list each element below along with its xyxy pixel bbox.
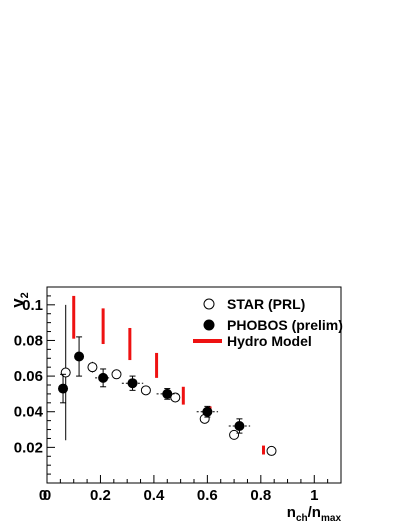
axis-ticks xyxy=(46,295,329,483)
y-tick-label: 0.04 xyxy=(14,404,44,421)
phobos-marker xyxy=(234,420,245,431)
x-tick-label: 0 xyxy=(43,487,51,504)
phobos-point xyxy=(228,418,251,434)
phobos-marker xyxy=(74,351,85,362)
phobos-point xyxy=(95,368,112,388)
y-tick-label: 0.08 xyxy=(14,332,43,349)
y-tick-label: 0.06 xyxy=(14,368,43,385)
x-axis-title-mid: /n xyxy=(308,504,321,521)
x-tick-label: 1 xyxy=(310,487,318,504)
y-axis-title: v2 xyxy=(8,292,31,308)
star-marker xyxy=(170,392,181,403)
x-tick-label: 0.8 xyxy=(250,487,271,504)
y-tick-label: 0.02 xyxy=(14,439,43,456)
legend-entry-star: STAR (PRL) xyxy=(203,296,305,312)
legend-star-label: STAR (PRL) xyxy=(227,296,305,312)
legend-entry-hydro: Hydro Model xyxy=(193,333,312,349)
star-point xyxy=(111,369,122,380)
phobos-marker xyxy=(127,378,138,389)
star-point xyxy=(229,429,240,440)
phobos-marker xyxy=(202,406,213,417)
legend: STAR (PRL) PHOBOS (prelim) Hydro Model xyxy=(193,296,343,349)
legend-phobos-marker xyxy=(203,319,215,331)
x-axis-title-main: n xyxy=(287,504,296,521)
y-tick-label: 0.1 xyxy=(22,297,43,314)
star-marker xyxy=(140,385,151,396)
star-point xyxy=(87,361,98,373)
x-tick-label: 0.6 xyxy=(197,487,218,504)
legend-entry-phobos: PHOBOS (prelim) xyxy=(203,317,343,333)
y-axis-title-main: v xyxy=(8,298,27,308)
legend-star-marker xyxy=(203,298,215,310)
phobos-point xyxy=(121,375,144,391)
x-tick-label: 0.2 xyxy=(90,487,111,504)
axis-tick-labels: 0 0.2 0.4 0.6 0.8 1 0 0.02 0.04 0.06 0.08 0.1 xyxy=(14,297,319,504)
star-marker xyxy=(229,429,240,440)
legend-phobos-label: PHOBOS (prelim) xyxy=(227,317,343,333)
star-marker xyxy=(111,369,122,380)
phobos-point xyxy=(58,373,69,404)
x-tick-label: 0.4 xyxy=(143,487,165,504)
star-point xyxy=(170,392,181,403)
series-layer xyxy=(58,295,277,456)
star-point xyxy=(266,445,277,456)
y-axis-title-sub: 2 xyxy=(19,292,31,298)
star-point xyxy=(140,385,151,396)
phobos-marker xyxy=(98,372,109,383)
x-axis-title-sub2: max xyxy=(321,513,341,524)
phobos-marker xyxy=(162,388,173,399)
x-axis-title-sub1: ch xyxy=(296,513,308,524)
phobos-marker xyxy=(58,383,69,394)
phobos-point xyxy=(74,336,85,377)
y-tick-label: 0 xyxy=(39,487,47,504)
star-marker xyxy=(266,445,277,456)
x-axis-title: nch/nmax xyxy=(287,504,342,524)
phobos-point xyxy=(196,405,219,418)
phobos-point xyxy=(156,388,178,400)
legend-hydro-label: Hydro Model xyxy=(227,333,312,349)
star-point xyxy=(60,304,71,441)
star-marker xyxy=(87,362,98,373)
